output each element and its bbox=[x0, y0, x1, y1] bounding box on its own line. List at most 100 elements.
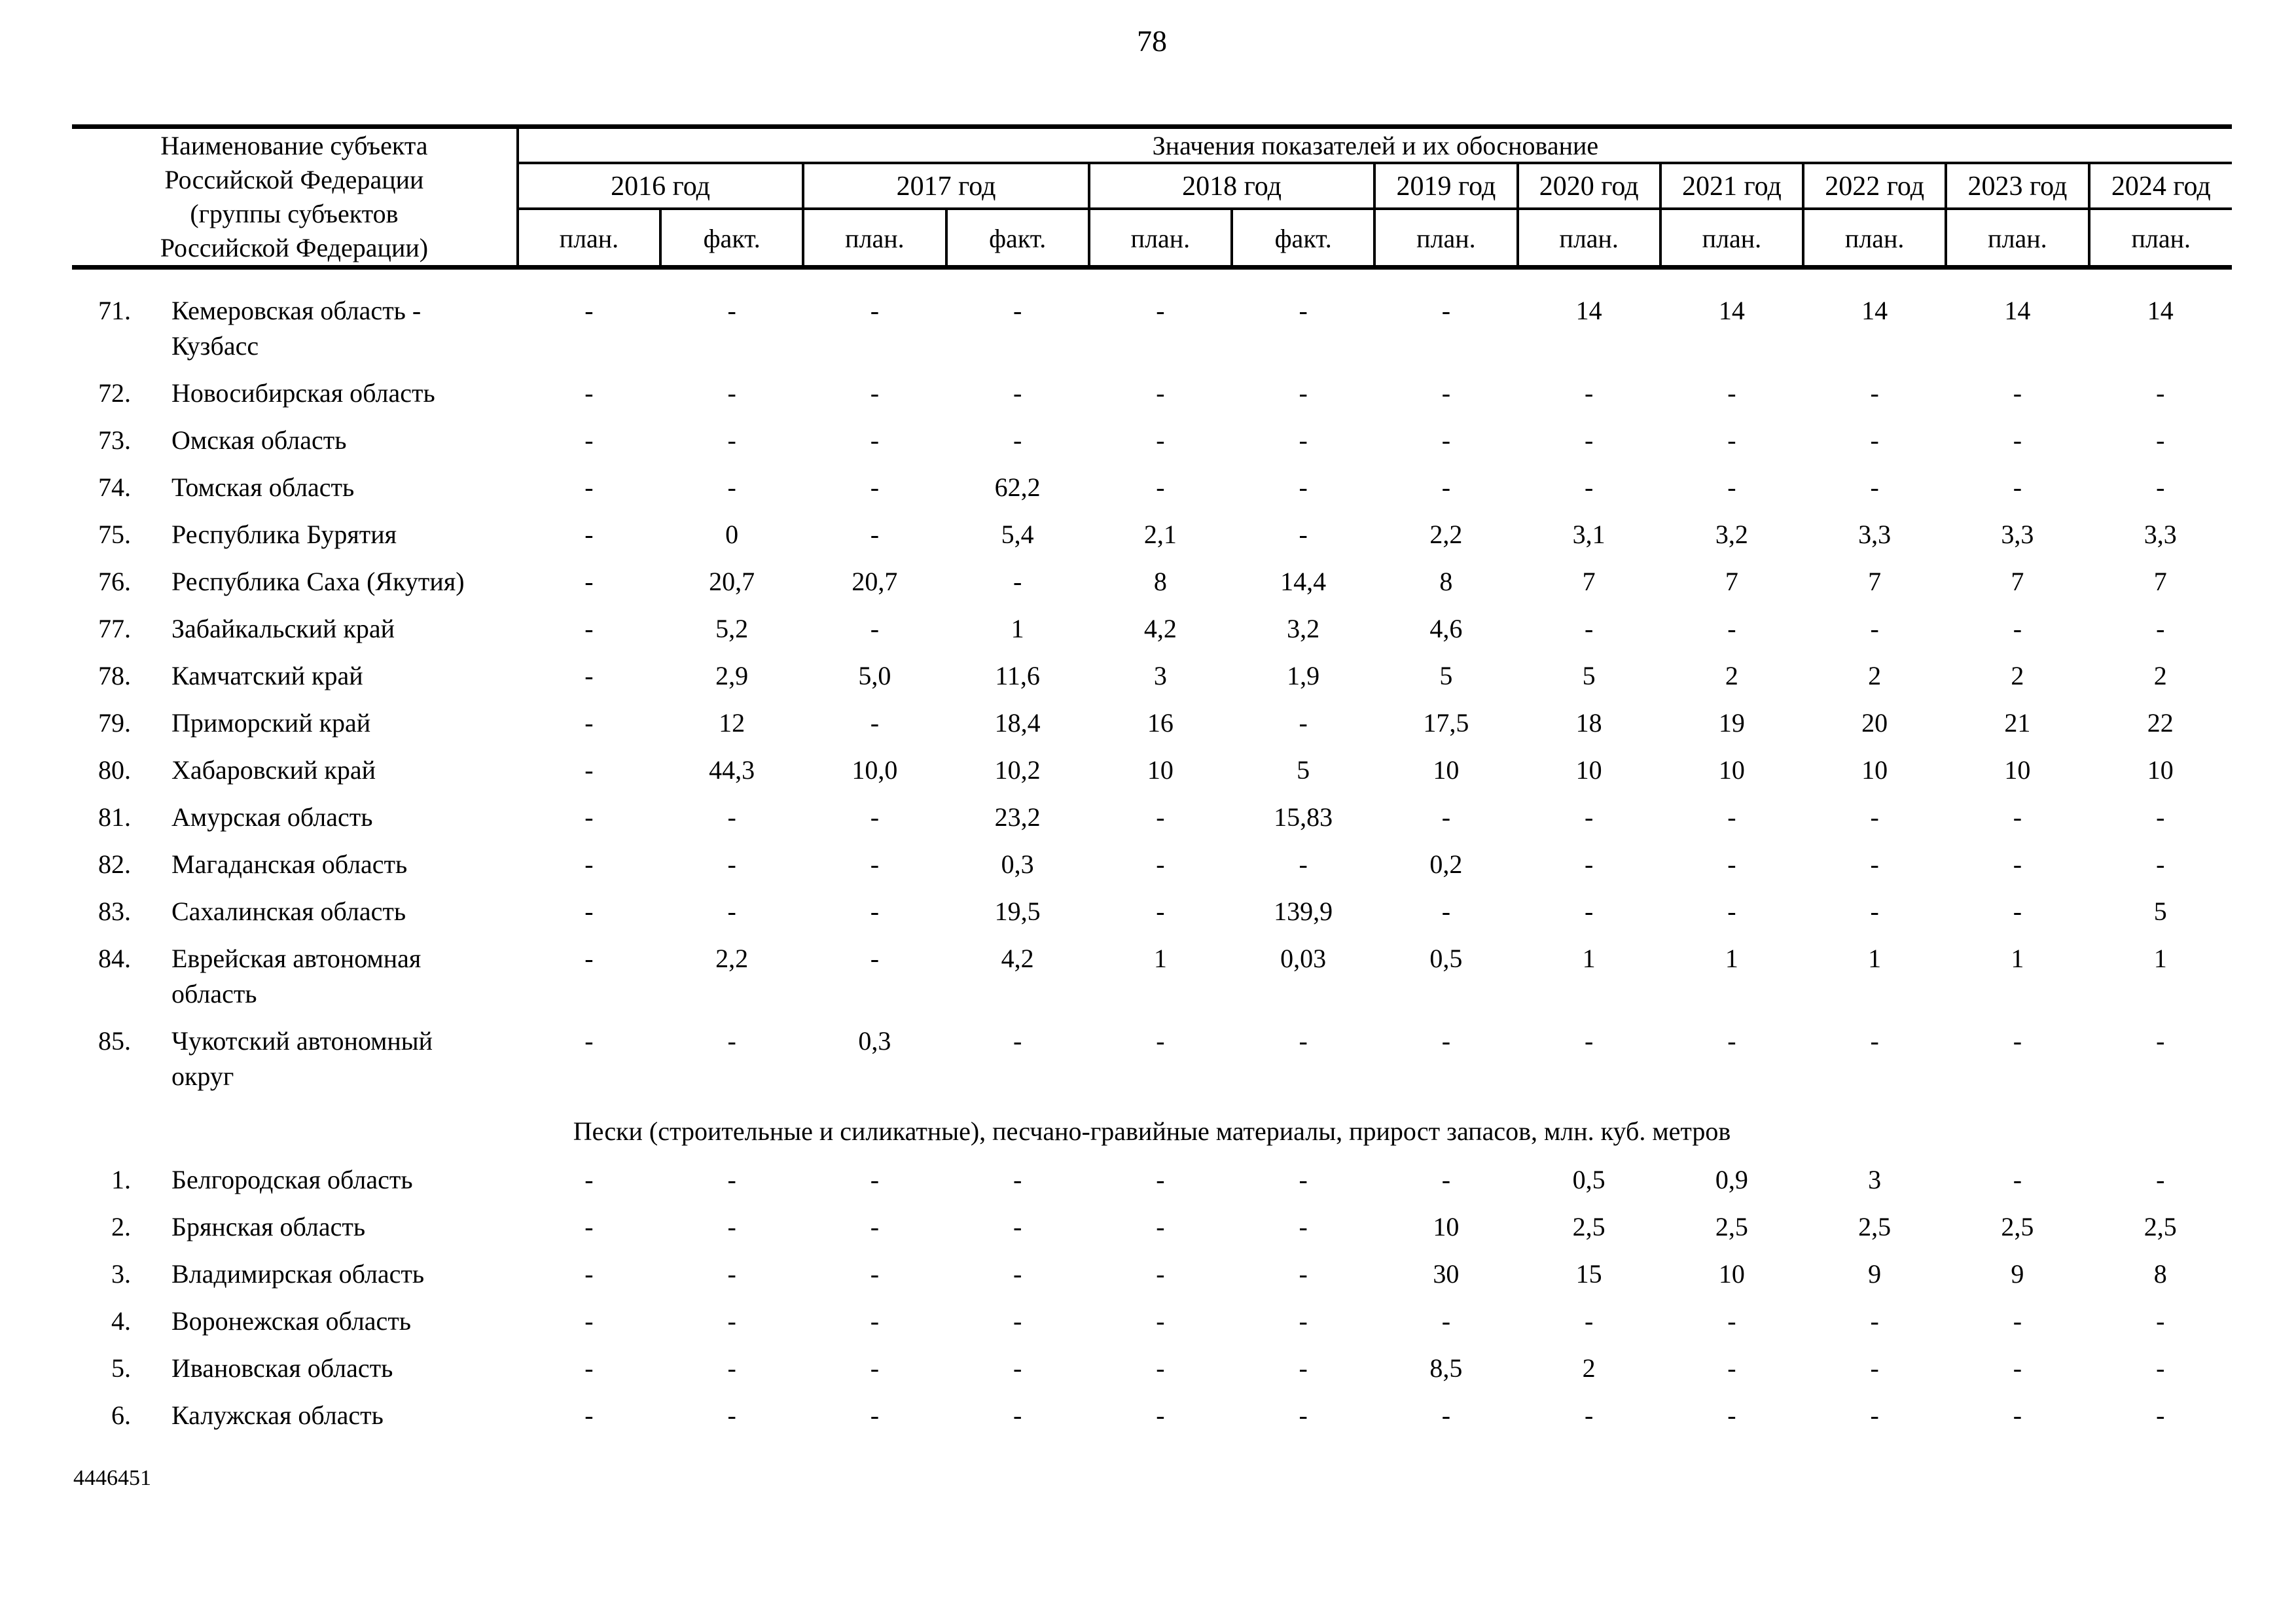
value-cell: - bbox=[870, 378, 880, 408]
value-cell: - bbox=[584, 1306, 594, 1336]
table-row: 5. Ивановская область - - - - - - 8,5 2 - - - - bbox=[72, 1351, 2232, 1398]
value-cell: - bbox=[1156, 425, 1165, 455]
table-row: 73. Омская область - - - - - - - - - - - - bbox=[72, 423, 2232, 470]
value-cell: - bbox=[2013, 1026, 2022, 1056]
region-cell: 76. Республика Саха (Якутия) bbox=[72, 564, 518, 611]
region-cell: 73. Омская область bbox=[72, 423, 518, 470]
row-number: 1. bbox=[111, 1165, 131, 1194]
region-cell: 3. Владимирская область bbox=[72, 1257, 518, 1304]
row-number: 79. bbox=[98, 708, 131, 738]
value-cell: - bbox=[1156, 473, 1165, 502]
value-cell: 2,5 bbox=[2144, 1212, 2177, 1241]
value-cell: - bbox=[727, 378, 736, 408]
value-cell: 10 bbox=[1433, 755, 1460, 785]
value-cell: - bbox=[1870, 425, 1879, 455]
region-name: Амурская область bbox=[171, 802, 373, 832]
value-cell: - bbox=[2013, 802, 2022, 832]
value-cell: 3,2 bbox=[1715, 520, 1748, 549]
value-cell: - bbox=[1299, 708, 1308, 738]
year-header-2016: 2016 год bbox=[516, 163, 805, 210]
value-cell: - bbox=[1156, 897, 1165, 926]
value-cell: 5 bbox=[2153, 897, 2167, 926]
section-title: Пески (строительные и силикатные), песча… bbox=[573, 1116, 1731, 1146]
region-cell: 71. Кемеровская область - Кузбасс bbox=[72, 268, 518, 376]
table-row: 6. Калужская область - - - - - - - - - - - - bbox=[72, 1398, 2232, 1445]
value-cell: 2,5 bbox=[1858, 1212, 1892, 1241]
value-cell: 9 bbox=[2011, 1259, 2024, 1289]
region-cell: 6. Калужская область bbox=[72, 1398, 518, 1445]
footer-code: 4446451 bbox=[73, 1466, 151, 1490]
value-cell: - bbox=[1299, 1353, 1308, 1383]
value-cell: - bbox=[1299, 1212, 1308, 1241]
value-cell: - bbox=[2156, 425, 2165, 455]
subheader-2017-plan: план. bbox=[802, 209, 948, 270]
value-cell: 17,5 bbox=[1423, 708, 1469, 738]
row-number: 78. bbox=[98, 661, 131, 690]
value-cell: 1 bbox=[2011, 944, 2024, 973]
value-cell: - bbox=[2156, 802, 2165, 832]
table-row: 84. Еврейская автономная область - 2,2 - 4,2 1… bbox=[72, 941, 2232, 1024]
value-cell: - bbox=[1013, 1306, 1022, 1336]
table-row: 3. Владимирская область - - - - - - 30 15 10 9 9 8 bbox=[72, 1257, 2232, 1304]
value-cell: - bbox=[1156, 1400, 1165, 1430]
value-cell: 23,2 bbox=[994, 802, 1041, 832]
region-cell: 4. Воронежская область bbox=[72, 1304, 518, 1351]
value-cell: - bbox=[1870, 1400, 1879, 1430]
value-cell: - bbox=[727, 425, 736, 455]
value-cell: 18,4 bbox=[994, 708, 1041, 738]
value-cell: - bbox=[584, 520, 594, 549]
value-cell: 10 bbox=[1433, 1212, 1460, 1241]
year-header-2023: 2023 год bbox=[1945, 163, 2090, 210]
value-cell: - bbox=[870, 708, 880, 738]
value-cell: - bbox=[584, 802, 594, 832]
table-row: 75. Республика Бурятия - 0 - 5,4 2,1 - 2,2 3,1 3,2… bbox=[72, 517, 2232, 564]
value-cell: 3,1 bbox=[1572, 520, 1605, 549]
region-name: Республика Бурятия bbox=[171, 520, 397, 549]
region-name: Чукотский автономный округ bbox=[171, 1026, 433, 1091]
value-cell: - bbox=[1299, 1400, 1308, 1430]
value-cell: 10 bbox=[1718, 755, 1745, 785]
region-cell: 83. Сахалинская область bbox=[72, 894, 518, 941]
value-cell: - bbox=[1156, 1165, 1165, 1194]
value-cell: - bbox=[2013, 1353, 2022, 1383]
value-cell: - bbox=[1441, 1400, 1451, 1430]
value-cell: 1 bbox=[1153, 944, 1167, 973]
value-cell: 1 bbox=[1582, 944, 1596, 973]
value-cell: - bbox=[1870, 378, 1879, 408]
year-header-2017: 2017 год bbox=[802, 163, 1090, 210]
value-cell: - bbox=[727, 1259, 736, 1289]
value-cell: - bbox=[1727, 425, 1736, 455]
value-cell: 14,4 bbox=[1280, 567, 1327, 596]
value-cell: - bbox=[1727, 1306, 1736, 1336]
value-cell: 7 bbox=[1582, 567, 1596, 596]
value-cell: - bbox=[1299, 1026, 1308, 1056]
region-cell: 80. Хабаровский край bbox=[72, 753, 518, 800]
table-row: 76. Республика Саха (Якутия) - 20,7 20,7 - 8 14… bbox=[72, 564, 2232, 611]
value-cell: 18 bbox=[1575, 708, 1602, 738]
value-cell: 20 bbox=[1861, 708, 1888, 738]
value-cell: 1 bbox=[1011, 614, 1024, 643]
value-cell: - bbox=[2156, 1026, 2165, 1056]
value-cell: - bbox=[870, 1212, 880, 1241]
row-number: 71. bbox=[98, 296, 131, 325]
value-cell: 0,5 bbox=[1572, 1165, 1605, 1194]
table-row: 79. Приморский край - 12 - 18,4 16 - 17,5 18 19 20 2… bbox=[72, 705, 2232, 753]
table-row: 74. Томская область - - - 62,2 - - - - - - - - bbox=[72, 470, 2232, 517]
value-cell: - bbox=[2013, 1165, 2022, 1194]
region-name: Кемеровская область - Кузбасс bbox=[171, 296, 422, 361]
value-cell: - bbox=[1013, 1353, 1022, 1383]
value-cell: - bbox=[1156, 1026, 1165, 1056]
value-cell: - bbox=[584, 614, 594, 643]
value-cell: - bbox=[1585, 1400, 1594, 1430]
value-cell: 3 bbox=[1153, 661, 1167, 690]
value-cell: 2 bbox=[1725, 661, 1738, 690]
name-column-header: Наименование субъекта Российской Федерац… bbox=[72, 124, 519, 270]
value-cell: - bbox=[1727, 614, 1736, 643]
value-cell: 139,9 bbox=[1274, 897, 1333, 926]
value-cell: - bbox=[727, 296, 736, 325]
value-cell: 10 bbox=[2004, 755, 2031, 785]
region-cell: 82. Магаданская область bbox=[72, 847, 518, 894]
value-cell: 14 bbox=[2147, 296, 2174, 325]
region-name: Магаданская область bbox=[171, 849, 408, 879]
region-cell: 77. Забайкальский край bbox=[72, 611, 518, 658]
